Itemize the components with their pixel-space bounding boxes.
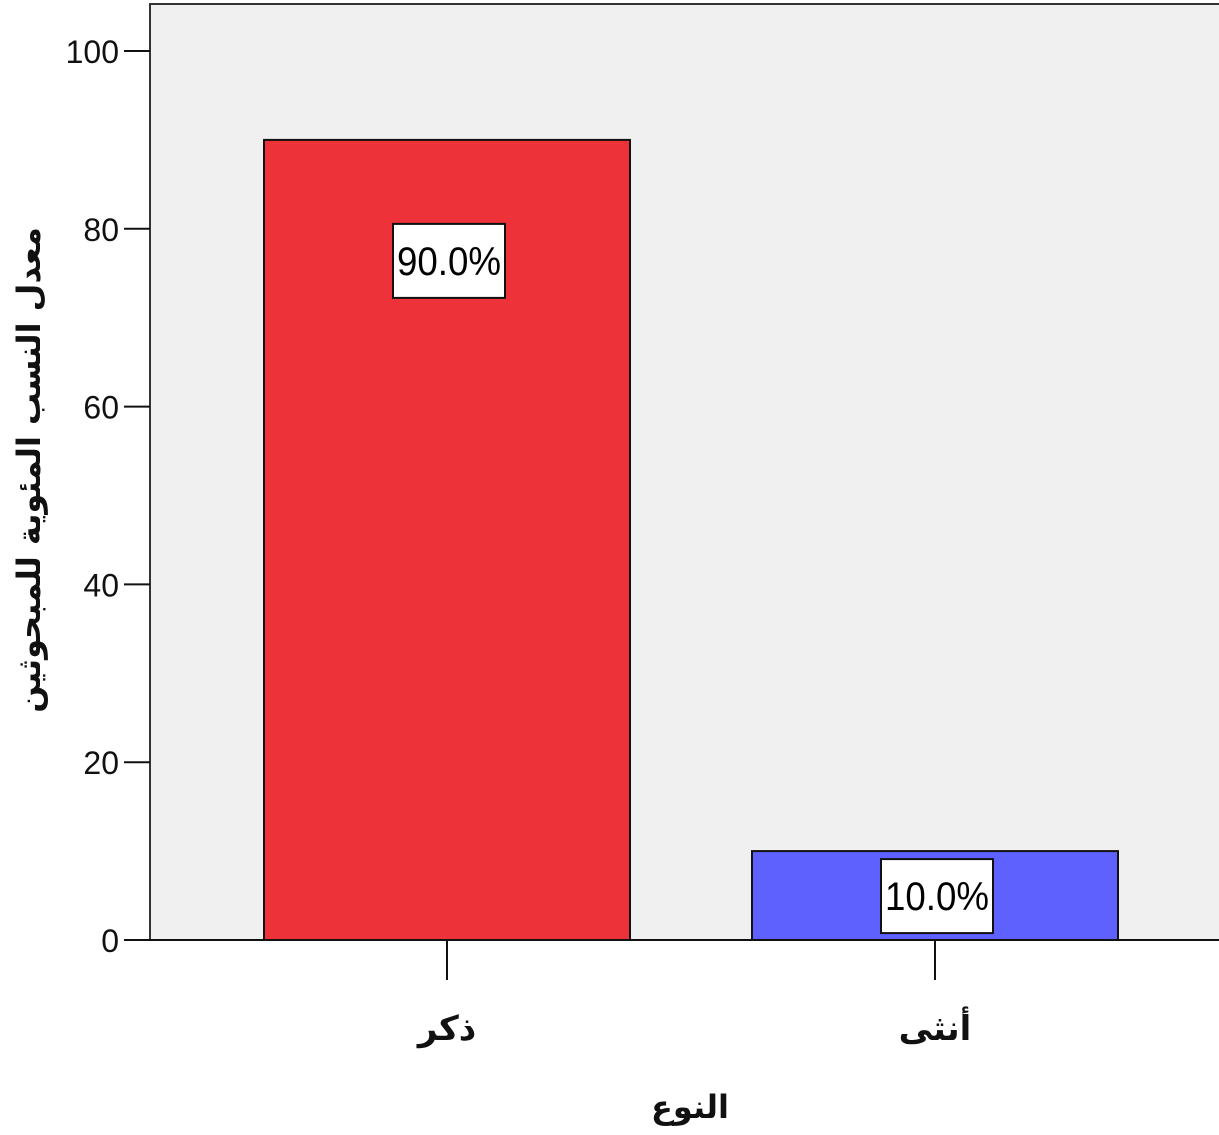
y-axis-title: معدل النسب المئوية للمبحوثين: [10, 227, 48, 713]
x-axis: ذكر أنثى: [124, 939, 1219, 1049]
data-labels: 90.0% 10.0%: [392, 222, 994, 935]
y-tick-label-100: 100: [66, 34, 119, 70]
y-tick-label-0: 0: [101, 923, 119, 959]
x-tick-label-1: ذكر: [416, 1009, 476, 1049]
y-axis: 0 20 40 60 80 100: [66, 34, 150, 959]
y-tick-label-20: 20: [83, 745, 119, 781]
y-tick-label-60: 60: [83, 390, 119, 426]
data-label-box-1: [392, 222, 506, 299]
data-label-2: 10.0%: [885, 875, 989, 919]
y-tick-label-40: 40: [83, 567, 119, 603]
x-tick-label-2: أنثى: [899, 1006, 972, 1049]
y-tick-label-80: 80: [83, 212, 119, 248]
data-label-box-2: [880, 858, 994, 935]
x-axis-title: النوع: [651, 1088, 729, 1126]
data-label-1: 90.0%: [397, 240, 501, 284]
